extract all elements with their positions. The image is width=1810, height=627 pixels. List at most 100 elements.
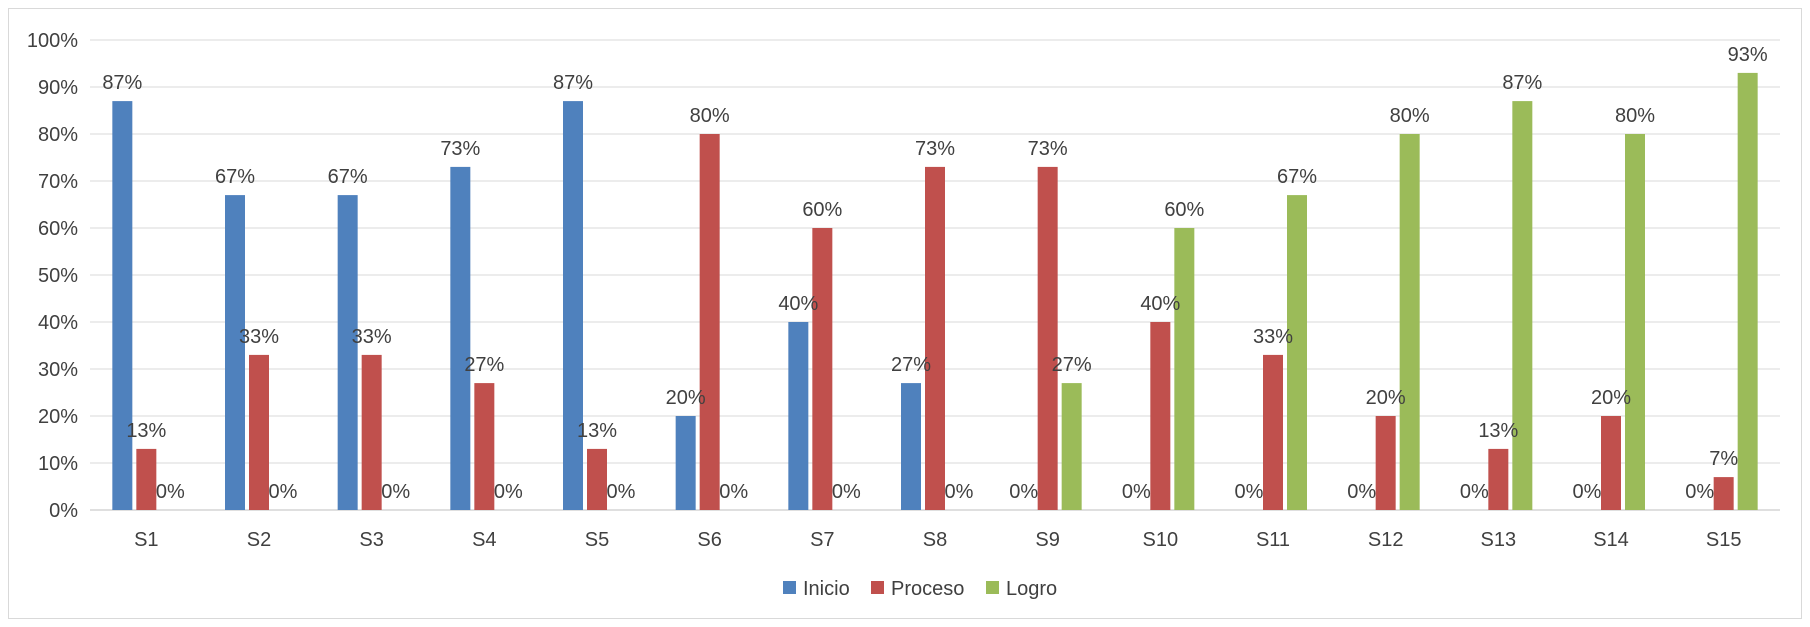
data-label-inicio-s9: 0% [1009,481,1038,503]
data-label-logro-s5: 0% [607,481,636,503]
y-tick-label: 80% [38,124,78,146]
legend-swatch-logro [986,581,999,594]
x-tick-label: S5 [585,529,609,551]
data-label-proceso-s14: 20% [1591,387,1631,409]
data-label-inicio-s10: 0% [1122,481,1151,503]
bar-proceso-s12 [1375,416,1396,510]
x-tick-label: S12 [1368,529,1404,551]
bar-proceso-s2 [249,354,269,510]
x-tick-label: S1 [134,529,158,551]
bar-inicio-s5 [563,101,583,510]
data-label-proceso-s15: 7% [1709,448,1738,470]
data-label-logro-s1: 0% [156,481,185,503]
y-axis-ticks: 0% 10% 20% 30% 40% 50% 60% 70% 80% 90% 100% [27,30,78,522]
x-tick-label: S9 [1035,529,1059,551]
bar-proceso-s3 [361,354,382,510]
x-tick-label: S13 [1481,529,1517,551]
legend-swatch-proceso [871,581,884,594]
bar-logro-s10 [1174,228,1195,510]
bar-inicio-s2 [225,195,245,510]
data-label-proceso-s9: 73% [1028,138,1068,160]
data-label-logro-s13: 87% [1502,72,1542,94]
data-label-inicio-s7: 40% [778,293,818,315]
data-label-proceso-s12: 20% [1366,387,1406,409]
bar-logro-s13 [1512,101,1533,510]
data-label-inicio-s15: 0% [1685,481,1714,503]
x-tick-label: S3 [359,529,383,551]
bar-proceso-s5 [587,448,607,510]
x-tick-label: S2 [247,529,271,551]
x-tick-label: S7 [810,529,834,551]
x-tick-label: S10 [1143,529,1179,551]
y-tick-label: 100% [27,30,78,52]
data-label-logro-s7: 0% [832,481,861,503]
x-tick-label: S15 [1706,529,1742,551]
bar-proceso-s8 [925,166,945,510]
bar-logro-s14 [1625,134,1645,510]
bars [112,72,1758,511]
data-label-logro-s2: 0% [269,481,298,503]
bar-proceso-s4 [474,383,495,510]
y-tick-label: 40% [38,312,78,334]
x-tick-label: S8 [923,529,947,551]
data-label-proceso-s8: 73% [915,138,955,160]
data-label-logro-s12: 80% [1390,105,1430,127]
data-label-logro-s15: 93% [1728,44,1768,66]
y-tick-label: 70% [38,171,78,193]
bar-inicio-s3 [337,195,358,510]
data-label-inicio-s1: 87% [102,72,142,94]
data-label-logro-s14: 80% [1615,105,1655,127]
data-label-proceso-s13: 13% [1478,420,1518,442]
bar-proceso-s10 [1150,322,1171,510]
data-label-proceso-s3: 33% [352,326,392,348]
data-label-inicio-s14: 0% [1573,481,1602,503]
data-label-inicio-s3: 67% [328,166,368,188]
y-tick-label: 50% [38,265,78,287]
data-label-logro-s8: 0% [945,481,974,503]
legend-label-inicio: Inicio [803,578,850,600]
data-label-proceso-s7: 60% [802,199,842,221]
data-label-proceso-s6: 80% [690,105,730,127]
y-tick-label: 10% [38,453,78,475]
bar-logro-s12 [1399,134,1420,510]
bar-logro-s11 [1287,195,1307,510]
data-label-logro-s6: 0% [719,481,748,503]
bar-inicio-s6 [675,416,696,510]
legend: Inicio Proceso Logro [783,578,1057,600]
data-label-logro-s4: 0% [494,481,523,503]
data-label-inicio-s8: 27% [891,354,931,376]
legend-label-logro: Logro [1006,578,1057,600]
data-label-proceso-s2: 33% [239,326,279,348]
x-tick-label: S11 [1256,529,1290,551]
bar-proceso-s13 [1488,448,1509,510]
bar-proceso-s6 [699,134,720,510]
data-label-inicio-s6: 20% [666,387,706,409]
y-tick-label: 60% [38,218,78,240]
bar-inicio-s4 [450,166,471,510]
data-label-logro-s10: 60% [1164,199,1204,221]
chart-frame [8,8,1802,619]
data-label-inicio-s4: 73% [440,138,480,160]
data-label-inicio-s5: 87% [553,72,593,94]
data-label-inicio-s13: 0% [1460,481,1489,503]
data-label-logro-s9: 27% [1052,354,1092,376]
bar-logro-s9 [1061,383,1082,510]
bar-logro-s15 [1737,72,1758,511]
x-tick-label: S14 [1593,529,1629,551]
data-label-proceso-s5: 13% [577,420,617,442]
x-tick-label: S4 [472,529,496,551]
data-label-inicio-s12: 0% [1347,481,1376,503]
y-tick-label: 90% [38,77,78,99]
data-label-proceso-s10: 40% [1140,293,1180,315]
legend-swatch-inicio [783,581,796,594]
data-label-proceso-s4: 27% [464,354,504,376]
y-tick-label: 0% [49,500,78,522]
bar-inicio-s8 [901,383,921,510]
x-tick-label: S6 [697,529,721,551]
bar-proceso-s1 [136,448,157,510]
bar-inicio-s1 [112,101,133,510]
x-axis-ticks: S1 S2 S3 S4 S5 S6 S7 S8 S9 S10 S11 S12 S13 S14 S15 [134,529,1741,551]
bar-inicio-s7 [788,322,809,510]
data-label-inicio-s2: 67% [215,166,255,188]
data-label-proceso-s1: 13% [126,420,166,442]
